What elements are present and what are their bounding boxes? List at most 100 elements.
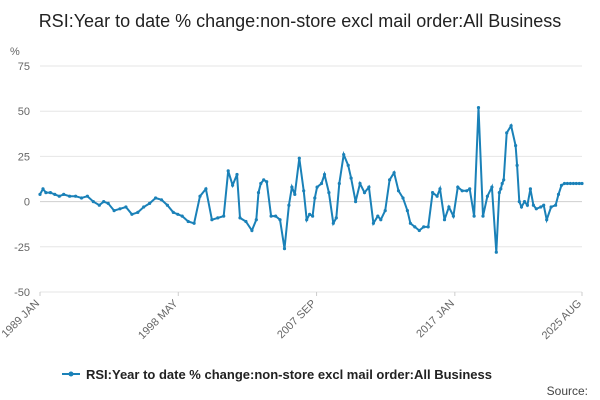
y-axis: 75 50 25 0 -25 -50 (14, 61, 30, 299)
data-point (244, 219, 248, 224)
data-point (79, 196, 84, 200)
data-point (204, 187, 208, 191)
data-point (438, 187, 442, 191)
data-point (337, 181, 341, 186)
data-point (313, 196, 317, 200)
data-point (148, 201, 152, 205)
data-point (192, 221, 196, 225)
data-point (554, 203, 558, 207)
data-point (222, 214, 226, 218)
data-point (354, 200, 358, 204)
data-point (282, 247, 287, 251)
data-point (528, 187, 533, 191)
y-tick-label: 75 (18, 61, 30, 73)
data-point (186, 219, 190, 224)
data-point (494, 250, 498, 254)
data-point (515, 163, 519, 167)
data-point (539, 205, 543, 209)
data-point (38, 192, 42, 196)
data-point (556, 192, 561, 196)
y-tick-label: 0 (24, 197, 30, 209)
data-point (545, 218, 549, 222)
data-point (176, 212, 180, 216)
data-point (274, 214, 278, 218)
data-point (500, 181, 504, 186)
data-point (460, 189, 464, 193)
data-point (287, 203, 291, 207)
data-point (396, 189, 401, 193)
data-point (68, 194, 72, 198)
data-point (216, 216, 220, 220)
data-point (265, 180, 269, 184)
x-axis: 1989 JAN 1998 MAY 2007 SEP 2017 JAN 2025 AUG (0, 292, 584, 342)
data-point (405, 209, 409, 213)
data-point (102, 200, 106, 204)
y-tick-label: -50 (14, 287, 30, 299)
data-point (124, 205, 128, 209)
data-point (502, 178, 506, 182)
data-point (74, 194, 78, 198)
data-point (442, 218, 447, 222)
data-point (383, 209, 387, 213)
data-point (154, 196, 158, 200)
x-tick-label: 1998 MAY (136, 297, 181, 342)
data-point (334, 216, 338, 220)
data-point (392, 171, 396, 175)
data-point (319, 181, 324, 186)
data-point (422, 225, 426, 229)
data-point (259, 181, 263, 186)
legend-swatch-dot (68, 371, 74, 377)
data-point (180, 214, 184, 218)
data-point (142, 205, 146, 209)
data-point (349, 176, 353, 180)
data-point (262, 178, 266, 182)
data-point (514, 144, 518, 148)
data-point (413, 225, 417, 229)
data-point (238, 216, 242, 220)
data-point (476, 106, 481, 110)
chart-title: RSI:Year to date % change:non-store excl… (38, 11, 562, 31)
data-point (517, 200, 521, 204)
data-point (376, 214, 380, 218)
y-tick-label: 25 (18, 151, 30, 163)
data-point (210, 218, 214, 222)
data-point (278, 218, 282, 222)
data-point (48, 191, 53, 195)
data-point (559, 183, 564, 187)
series-points (38, 106, 584, 254)
data-point (426, 225, 430, 229)
data-point (451, 214, 455, 218)
data-point (62, 192, 66, 196)
data-point (254, 218, 258, 222)
data-point (408, 221, 412, 225)
data-point (118, 207, 122, 211)
data-point (165, 203, 169, 207)
data-point (226, 169, 230, 173)
x-tick-label: 2017 JAN (414, 298, 457, 341)
data-point (580, 181, 584, 186)
data-point (106, 201, 110, 205)
data-point (159, 198, 164, 202)
data-point (358, 181, 362, 186)
data-point (308, 212, 312, 216)
data-point (302, 189, 306, 193)
data-point (465, 189, 469, 193)
series-line (39, 107, 582, 253)
data-point (401, 196, 405, 200)
data-point (250, 228, 254, 233)
data-point (91, 200, 95, 204)
data-point (305, 218, 309, 222)
data-point (327, 191, 331, 195)
data-point (130, 212, 134, 216)
data-point (342, 153, 346, 157)
data-point (435, 194, 439, 198)
data-point (57, 194, 61, 198)
data-point (44, 191, 48, 195)
data-point (481, 214, 485, 218)
data-point (562, 181, 567, 186)
data-point (447, 205, 451, 209)
data-point (499, 187, 503, 191)
data-point (112, 209, 116, 213)
data-point (315, 185, 319, 189)
